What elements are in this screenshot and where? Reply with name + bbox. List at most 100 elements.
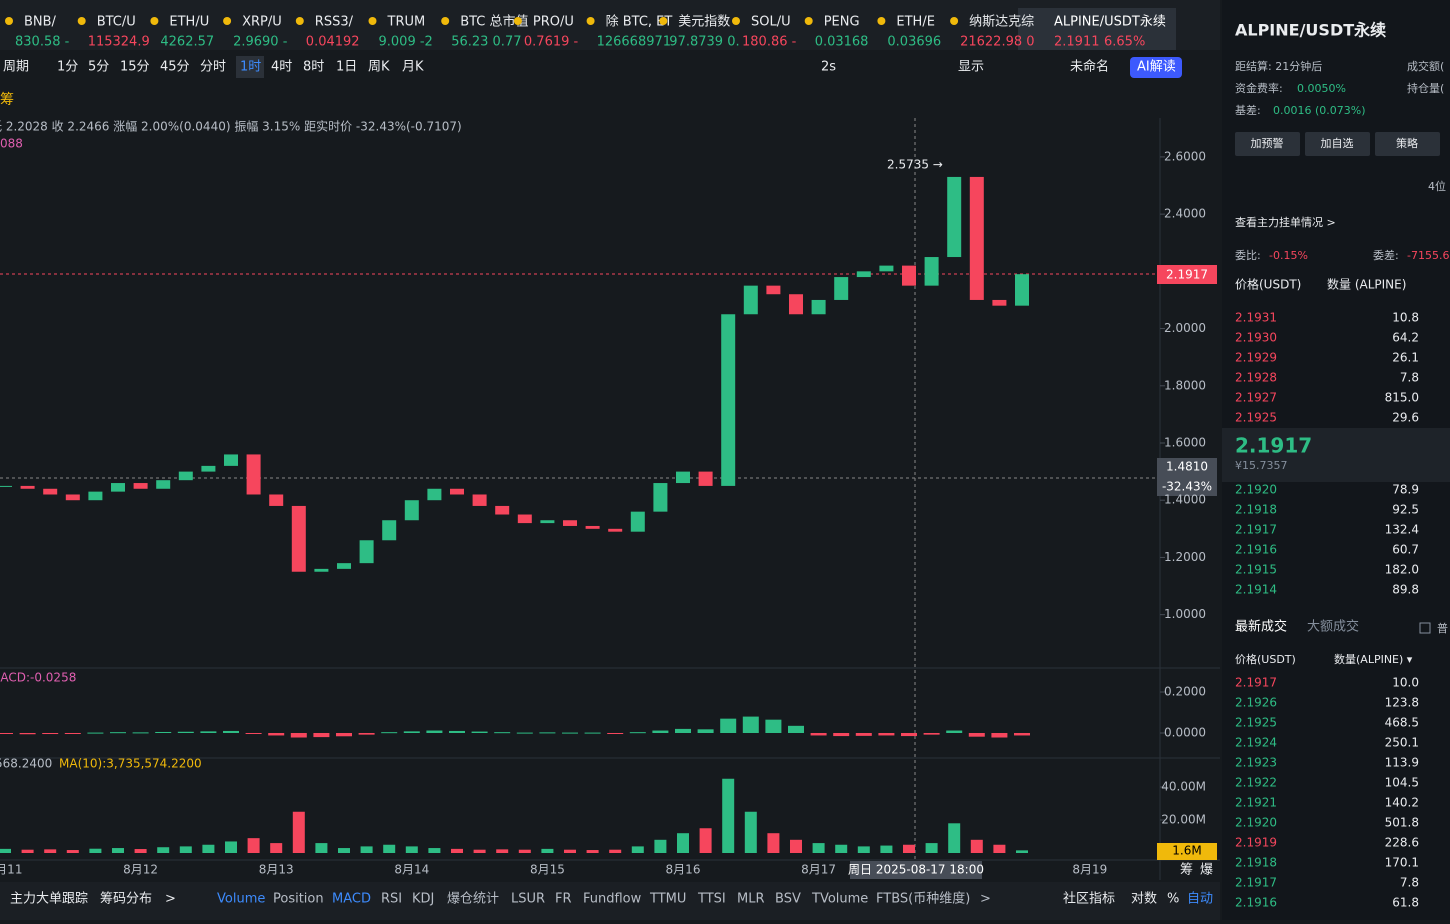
- indicator[interactable]: Position: [273, 892, 324, 907]
- toolbar-item[interactable]: 未命名: [1070, 59, 1109, 75]
- indicator[interactable]: MACD: [332, 892, 371, 907]
- volume-bar: [315, 843, 328, 853]
- row-price: 2.1916: [1235, 543, 1277, 557]
- period[interactable]: 周期: [3, 60, 29, 75]
- candle: [495, 505, 510, 515]
- bottom-item[interactable]: 筹码分布: [100, 891, 152, 907]
- bottom-right[interactable]: 社区指标: [1063, 891, 1115, 907]
- indicator[interactable]: Volume: [217, 892, 265, 907]
- period[interactable]: 4时: [271, 60, 292, 75]
- tab-name[interactable]: BNB/: [24, 15, 57, 30]
- indicator[interactable]: FR: [555, 892, 572, 907]
- precision[interactable]: 4位: [1428, 179, 1446, 193]
- trade-tab[interactable]: 最新成交: [1235, 619, 1287, 635]
- indicator[interactable]: LSUR: [511, 892, 545, 907]
- period[interactable]: 8时: [303, 60, 324, 75]
- indicator[interactable]: BSV: [775, 892, 801, 907]
- indicator[interactable]: TVolume: [811, 892, 868, 907]
- toolbar-item[interactable]: AI解读: [1137, 60, 1176, 75]
- volume-bar: [247, 838, 260, 853]
- period[interactable]: 1日: [336, 60, 357, 75]
- depth-link[interactable]: 查看主力挂单情况 >: [1235, 215, 1336, 229]
- tab-icon: [441, 17, 450, 25]
- tab-name[interactable]: 除 BTC, ET: [606, 15, 673, 30]
- tab-name[interactable]: PRO/U: [533, 15, 574, 30]
- active-tab-name[interactable]: ALPINE/USDT永续: [1054, 15, 1166, 30]
- tab-name[interactable]: XRP/U: [242, 15, 282, 30]
- indicator[interactable]: TTSI: [697, 892, 726, 907]
- row-price: 2.1920: [1235, 483, 1277, 497]
- macd-bar: [810, 733, 827, 736]
- tab-name[interactable]: TRUM: [387, 15, 426, 30]
- bottom-right[interactable]: %: [1167, 892, 1179, 907]
- tab-price: 56.23 0.77: [451, 35, 521, 50]
- tab-name[interactable]: 纳斯达克综: [969, 15, 1034, 30]
- panel-button[interactable]: [1375, 132, 1440, 156]
- panel-button-label: 加预警: [1251, 136, 1284, 150]
- tab-name[interactable]: RSS3/: [315, 15, 354, 30]
- row-qty: 104.5: [1385, 776, 1419, 790]
- candle: [156, 480, 171, 489]
- indicator[interactable]: TTMU: [649, 892, 686, 907]
- indicator[interactable]: KDJ: [412, 892, 434, 907]
- tab-name[interactable]: ETH/U: [169, 15, 209, 30]
- row-price: 2.1915: [1235, 563, 1277, 577]
- checkbox[interactable]: [1419, 622, 1431, 634]
- volume-ma-label: MA(10):3,735,574.2200: [59, 757, 202, 771]
- indicator[interactable]: Fundflow: [583, 892, 642, 907]
- tab-price: 97.8739 0.: [669, 35, 739, 50]
- row-qty: 123.8: [1385, 696, 1419, 710]
- row-price: 2.1917: [1235, 523, 1277, 537]
- indicator[interactable]: RSI: [381, 892, 402, 907]
- period[interactable]: 1分: [57, 60, 78, 75]
- period[interactable]: 分时: [200, 60, 226, 75]
- volume-bar: [767, 833, 780, 853]
- tab-icon: [877, 17, 886, 25]
- tab-name[interactable]: BTC/U: [97, 15, 136, 30]
- candle: [269, 494, 284, 506]
- tab-bar: [0, 0, 1220, 50]
- bottom-right[interactable]: 对数: [1131, 892, 1157, 907]
- indicator[interactable]: MLR: [737, 892, 765, 907]
- tab-name[interactable]: 美元指数: [678, 15, 730, 30]
- period[interactable]: 月K: [402, 60, 424, 75]
- row-qty: 61.8: [1392, 896, 1419, 910]
- period[interactable]: 周K: [368, 60, 390, 75]
- tab-name[interactable]: ETH/E: [896, 15, 935, 30]
- bottom-item[interactable]: >: [165, 892, 176, 907]
- toolbar-item[interactable]: 显示: [958, 60, 984, 75]
- volume-bar: [744, 811, 757, 853]
- bottom-item[interactable]: 主力大单跟踪: [10, 892, 88, 907]
- bottom-right[interactable]: 自动: [1187, 892, 1213, 907]
- indicator[interactable]: 爆仓统计: [447, 892, 499, 907]
- row-price: 2.1925: [1235, 716, 1277, 730]
- period[interactable]: 45分: [160, 60, 190, 75]
- tab-name[interactable]: PENG: [824, 15, 860, 30]
- volume-bar: [925, 843, 938, 853]
- tab-price: 0.7619 -: [524, 35, 579, 50]
- candle: [811, 299, 826, 315]
- candle: [472, 494, 487, 506]
- tab-price: 9.009 -2: [379, 35, 433, 50]
- indicator[interactable]: >: [980, 892, 991, 907]
- panel-button[interactable]: [1305, 132, 1370, 156]
- panel-button[interactable]: [1235, 132, 1300, 156]
- tab-icon: [5, 17, 13, 25]
- period[interactable]: 1时: [240, 60, 261, 75]
- candle: [314, 568, 329, 572]
- tab-name[interactable]: SOL/U: [751, 15, 791, 30]
- row-qty: 89.8: [1392, 583, 1419, 597]
- ai-button-bg[interactable]: [1130, 57, 1182, 78]
- period[interactable]: 15分: [120, 60, 150, 75]
- trade-tab[interactable]: 大额成交: [1307, 619, 1359, 635]
- candle: [856, 271, 871, 278]
- tool-label[interactable]: 筹: [0, 91, 14, 108]
- macd-bar: [991, 733, 1008, 738]
- toolbar-item[interactable]: 2s: [821, 60, 836, 75]
- tab-name[interactable]: BTC 总市值: [460, 14, 528, 30]
- indicator[interactable]: FTBS(币种维度): [876, 891, 970, 907]
- period[interactable]: 5分: [88, 60, 109, 75]
- macd-bar: [742, 716, 759, 733]
- row-price: 2.1917: [1235, 676, 1277, 690]
